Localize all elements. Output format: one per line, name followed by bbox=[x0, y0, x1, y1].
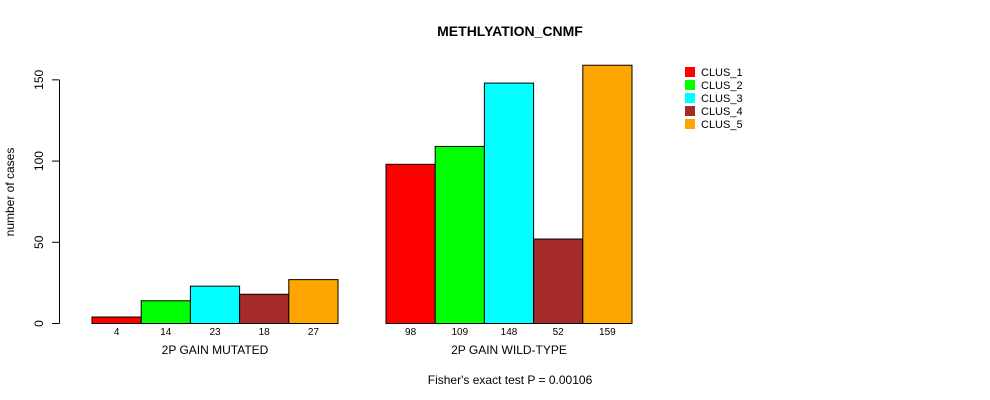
bar-clus_2-group-1 bbox=[140, 300, 191, 325]
bar-value-label-clus_2-group-1: 14 bbox=[160, 327, 172, 338]
y-axis: 0 50 100 150 bbox=[32, 70, 60, 327]
group-label-2: 2P GAIN WILD-TYPE bbox=[451, 343, 567, 357]
bar-value-label-clus_1-group-1: 4 bbox=[114, 327, 120, 338]
legend-label-clus_4: CLUS_4 bbox=[701, 106, 743, 118]
bar-value-label-clus_3-group-1: 23 bbox=[209, 327, 221, 338]
bars bbox=[91, 64, 633, 325]
bar-clus_1-group-1 bbox=[91, 316, 142, 325]
bar-clus_3-group-1 bbox=[189, 285, 241, 324]
legend-label-clus_2: CLUS_2 bbox=[701, 80, 743, 92]
bar-value-label-clus_1-group-2: 98 bbox=[405, 327, 417, 338]
legend-label-clus_5: CLUS_5 bbox=[701, 119, 743, 131]
y-tick-label-3: 150 bbox=[32, 70, 46, 90]
legend-swatch-clus_3 bbox=[685, 93, 695, 103]
bar-clus_2-group-2 bbox=[434, 145, 485, 324]
bar-value-label-clus_2-group-2: 109 bbox=[451, 327, 468, 338]
bar-clus_4-group-1 bbox=[239, 293, 290, 325]
y-axis-label: number of cases bbox=[3, 148, 17, 237]
legend-label-clus_1: CLUS_1 bbox=[701, 67, 743, 79]
bar-clus_4-group-2 bbox=[533, 238, 584, 324]
y-tick-label-0: 0 bbox=[32, 320, 46, 327]
bar-clus_5-group-1 bbox=[288, 279, 339, 324]
group-labels: 2P GAIN MUTATED 2P GAIN WILD-TYPE bbox=[162, 343, 567, 357]
legend-label-clus_3: CLUS_3 bbox=[701, 93, 743, 105]
bar-value-label-clus_3-group-2: 148 bbox=[501, 327, 518, 338]
group-label-1: 2P GAIN MUTATED bbox=[162, 343, 269, 357]
bar-clus_5-group-2 bbox=[582, 64, 633, 325]
bar-value-label-clus_4-group-2: 52 bbox=[553, 327, 565, 338]
bar-value-labels: 4 14 23 18 27 98 109 148 52 159 bbox=[114, 327, 616, 338]
bar-value-label-clus_4-group-1: 18 bbox=[259, 327, 271, 338]
bar-clus_3-group-2 bbox=[483, 82, 535, 324]
legend-swatch-clus_4 bbox=[685, 106, 695, 116]
legend-swatch-clus_1 bbox=[685, 67, 695, 77]
legend-swatch-clus_2 bbox=[685, 80, 695, 90]
y-tick-label-2: 100 bbox=[32, 151, 46, 171]
bar-value-label-clus_5-group-1: 27 bbox=[308, 327, 320, 338]
chart-title: METHLYATION_CNMF bbox=[437, 23, 583, 39]
bar-clus_1-group-2 bbox=[385, 163, 436, 324]
legend-swatch-clus_5 bbox=[685, 119, 695, 129]
bar-value-label-clus_5-group-2: 159 bbox=[599, 327, 616, 338]
y-tick-label-1: 50 bbox=[32, 235, 46, 249]
fisher-test-footnote: Fisher's exact test P = 0.00106 bbox=[428, 373, 593, 387]
